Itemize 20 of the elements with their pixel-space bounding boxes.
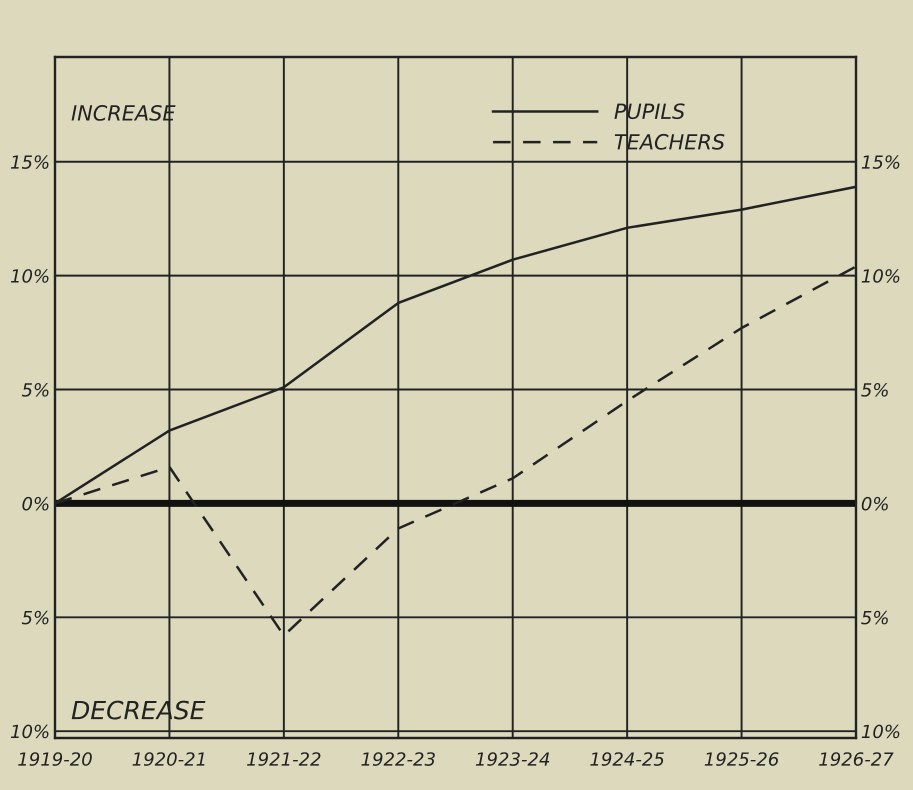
x-tick-label: 1925-26 [704,752,778,766]
y2-tick-label: 5% [861,610,888,624]
y2-tick-label: 15% [862,155,900,169]
x-tick-label: 1920-21 [132,752,204,766]
y-tick-label: 10% [10,724,48,738]
y-tick-label: 10% [10,269,48,283]
x-tick-label: 1921-22 [247,752,320,766]
x-tick-label: 1924-25 [590,752,664,766]
x-tick-label: 1919-20 [18,752,92,766]
y-tick-label: 15% [10,155,48,169]
y-tick-label: 5% [22,382,48,397]
y2-tick-label: 0% [862,496,888,511]
y2-tick-label: 10% [862,724,900,738]
y2-tick-label: 10% [862,269,900,283]
x-tick-label: 1926-27 [819,752,894,766]
y-tick-label: 0% [22,496,48,511]
x-tick-label: 1923-24 [476,752,550,766]
y-tick-label: 5% [22,610,48,624]
y2-tick-label: 5% [861,382,888,397]
x-tick-label: 1922-23 [361,752,435,766]
